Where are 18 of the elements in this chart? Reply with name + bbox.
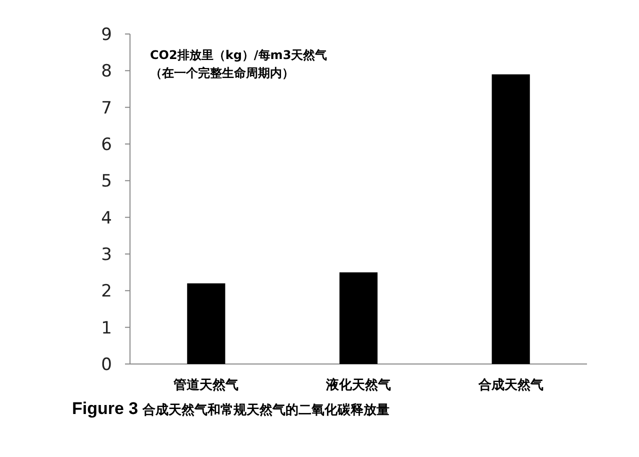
bar: [187, 283, 226, 364]
y-tick-label: 7: [101, 98, 112, 118]
y-tick-label: 2: [101, 282, 112, 302]
text: Figure 3 合成天然气和常规天然气的二氧化碳释放量: [72, 399, 390, 418]
x-tick-label: 管道天然气: [172, 378, 239, 393]
x-tick-label: 液化天然气: [325, 377, 391, 393]
x-tick-label: 合成天然气: [477, 377, 544, 393]
y-tick-label: 3: [101, 245, 112, 265]
bar: [492, 74, 530, 364]
y-tick-label: 9: [101, 25, 112, 45]
bar: [339, 272, 378, 364]
y-tick-label: 6: [101, 135, 112, 155]
y-tick-label: 4: [101, 208, 112, 228]
y-tick-label: 1: [101, 318, 112, 338]
y-tick-label: 0: [101, 355, 112, 375]
y-axis-title: CO2排放里（kg）/每m3天然气（在一个完整生命周期内）: [150, 47, 328, 82]
y-tick-label: 5: [101, 172, 112, 192]
y-tick-label: 8: [101, 62, 112, 82]
